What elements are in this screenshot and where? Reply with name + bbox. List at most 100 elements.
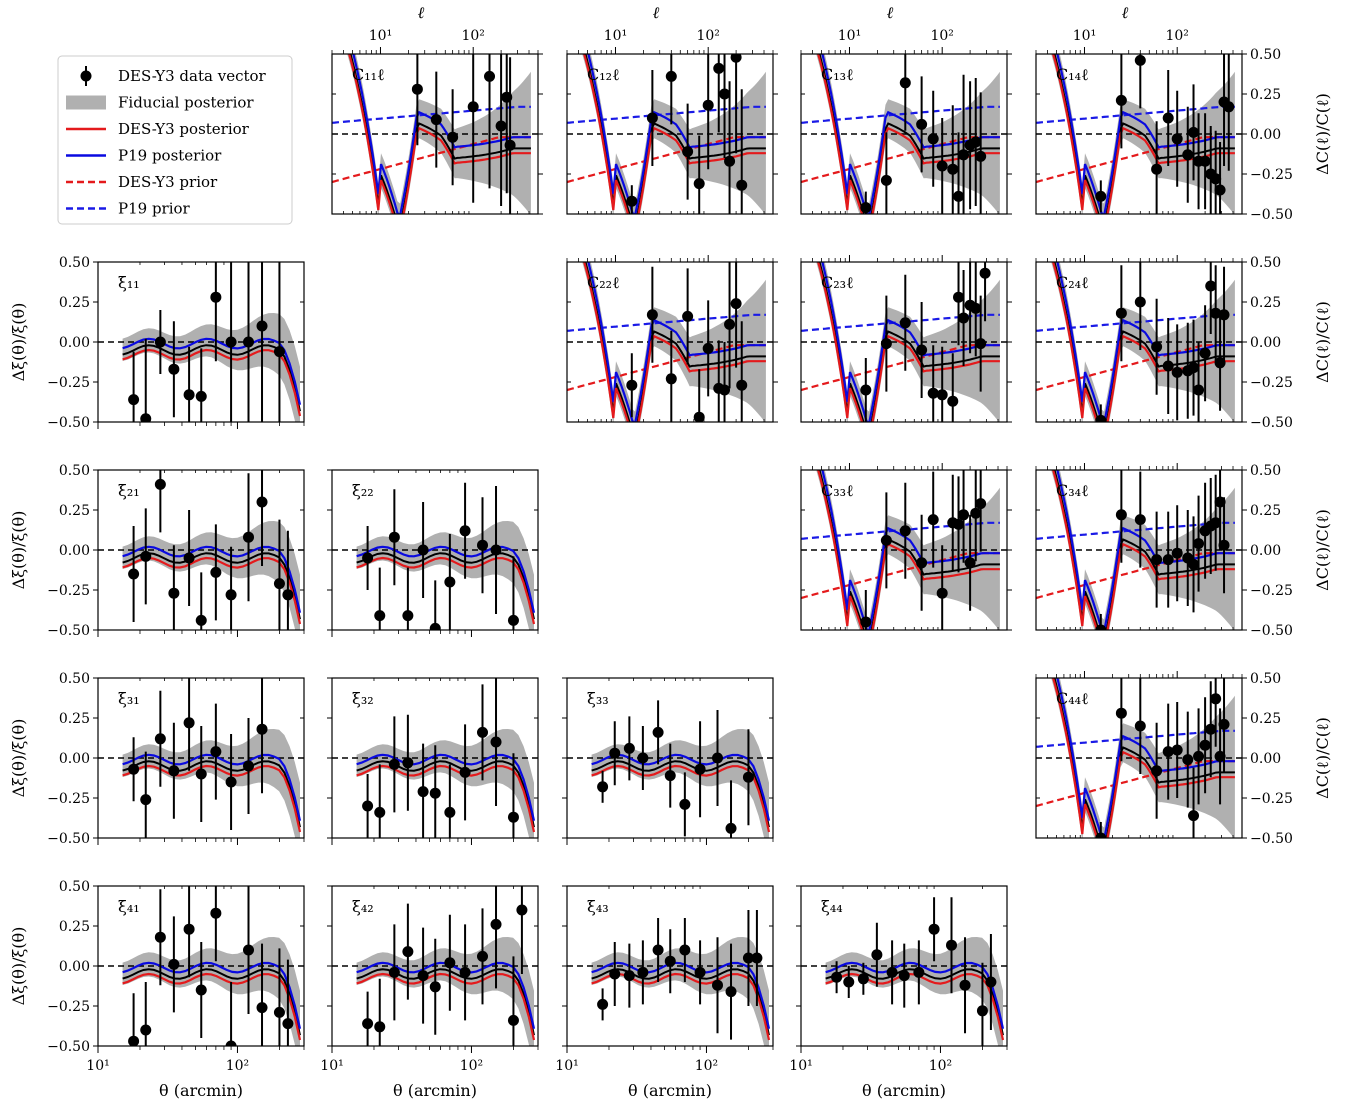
panel-label: ξ₄₃ [587,897,609,916]
y-axis-title: Δξ(θ)/ξ(θ) [9,719,28,798]
data-point [1162,112,1174,124]
p19-posterior-line [1056,54,1235,214]
data-point [504,139,516,151]
data-point [975,498,987,510]
data-point [477,539,489,551]
panel-plot-area [567,700,773,838]
legend-label-fiducial: Fiducial posterior [118,94,254,112]
panel-plot-area [332,54,538,214]
data-point [702,342,714,354]
panel-label: C₁₂ℓ [587,65,620,84]
data-point [860,202,872,214]
panel-plot-area [1036,54,1242,214]
p19-posterior-line [821,470,1000,630]
data-point [210,907,222,919]
data-point [964,557,976,569]
data-point [736,179,748,191]
data-point [665,70,677,82]
data-point [694,763,706,775]
data-point [724,155,736,167]
data-point [947,163,959,175]
des-prior-line [1036,136,1235,184]
data-point [374,610,386,622]
y-tick-label: −0.25 [47,583,90,599]
y-tick-label: 0.00 [1250,127,1281,143]
data-point [128,394,140,406]
p19-posterior-line [122,753,302,822]
des-posterior-line [122,764,302,833]
data-point [857,973,869,985]
data-point [985,976,997,988]
x-tick-label: 10¹ [789,1058,812,1074]
fiducial-mean-line [356,552,535,620]
data-point [1134,720,1146,732]
panel-18: ξ₄₃ 10¹ 10² θ (arcmin) [555,885,774,1100]
panel-5: C₂₂ℓ [566,255,778,423]
data-point [899,77,911,89]
data-point [843,976,855,988]
data-point [210,291,222,303]
data-point [1210,307,1222,319]
data-point [477,950,489,962]
panel-plot-area [801,470,1007,630]
p19-posterior-line [122,545,302,614]
data-point [976,1005,988,1017]
des-posterior-line [591,972,771,1041]
data-point [1115,509,1127,521]
panel-3: C₁₄ℓ 0.50 0.25 0.00 −0.25 −0.50 10¹ 10² ℓ ΔC(ℓ)/C… [1035,3,1332,223]
data-point [1210,517,1222,529]
p19-posterior-line [122,337,302,406]
data-point [646,309,658,321]
data-point [679,798,691,810]
y-tick-label: 0.25 [59,711,90,727]
panel-label: C₂₃ℓ [821,273,854,292]
x-tick-label: 10¹ [604,28,627,44]
panel-16: ξ₄₁ 0.50 0.25 0.00 −0.25 −0.50 10¹ 10² θ (arcmin… [9,879,305,1100]
des-posterior-line [122,972,302,1041]
data-point [430,114,442,126]
y-axis-title: ΔC(ℓ)/C(ℓ) [1313,509,1332,591]
data-point [1115,94,1127,106]
x-axis-title: θ (arcmin) [393,1081,477,1100]
legend-band [66,95,106,110]
legend-label-p19_post: P19 posterior [118,147,222,165]
data-point [225,1040,237,1046]
y-axis-title: Δξ(θ)/ξ(θ) [9,927,28,1006]
data-point [979,267,991,279]
panel-label: ξ₄₄ [821,897,843,916]
data-point [936,389,948,401]
data-point [1205,280,1217,292]
data-point [725,822,737,834]
data-point [388,758,400,770]
panel-label: ξ₄₁ [118,897,140,916]
fiducial-mean-line [122,552,301,620]
data-point [664,955,676,967]
des-posterior-line [122,348,302,417]
data-point [273,346,285,358]
data-point [1182,754,1194,766]
data-point [959,979,971,991]
data-point [724,318,736,330]
data-point [1210,693,1222,705]
data-point [140,1024,152,1036]
data-point [168,765,180,777]
p19-posterior-line [821,262,1000,422]
data-point [1214,496,1226,508]
data-point [637,966,649,978]
data-point [507,1014,519,1026]
data-point [886,966,898,978]
panel-label: ξ₂₂ [352,481,374,500]
data-point [975,338,987,350]
y-tick-label: 0.00 [59,959,90,975]
data-point [1151,341,1163,353]
x-tick-label: 10² [930,28,953,44]
data-point [154,336,166,348]
panel-6: C₂₃ℓ [800,255,1012,423]
data-point [927,387,939,399]
y-tick-label: −0.25 [47,791,90,807]
data-point [880,174,892,186]
y-tick-label: −0.25 [1250,791,1293,807]
y-tick-label: −0.50 [1250,415,1293,431]
des-posterior-line [122,556,302,625]
